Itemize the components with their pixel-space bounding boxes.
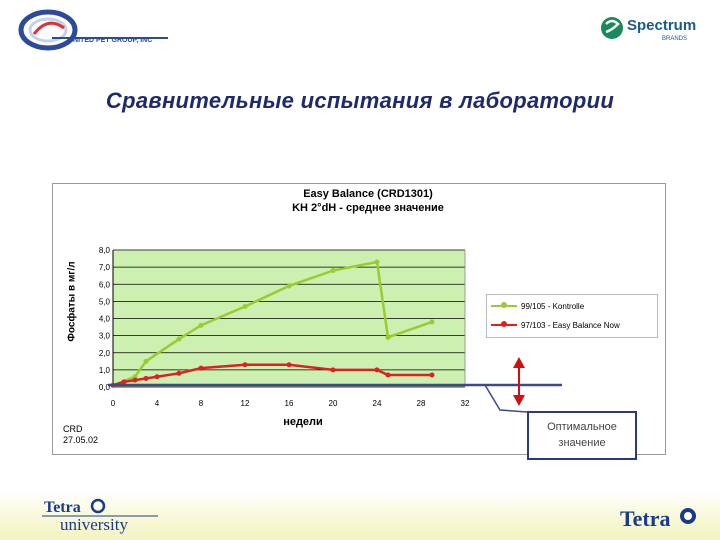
x-tick-label: 28: [417, 399, 426, 408]
data-point-0: [385, 334, 391, 340]
data-point-1: [429, 372, 435, 378]
data-point-0: [242, 304, 248, 310]
data-point-1: [143, 375, 149, 381]
data-point-0: [429, 319, 435, 325]
x-tick-label: 4: [155, 399, 160, 408]
united-pet-group-text: UNITED PET GROUP, INC: [68, 37, 152, 44]
x-tick-label: 20: [329, 399, 338, 408]
data-point-1: [176, 370, 182, 376]
callout-line1: Оптимальное: [547, 421, 617, 433]
y-tick-label: 7,0: [99, 263, 111, 272]
y-tick-label: 3,0: [99, 332, 111, 341]
header-bar: UNITED PET GROUP, INC Spectrum BRANDS: [0, 0, 720, 60]
data-point-1: [154, 374, 160, 380]
chart-frame: Easy Balance (CRD1301) KH 2°dH - среднее…: [52, 183, 666, 455]
united-pet-group-logo: UNITED PET GROUP, INC: [18, 9, 168, 51]
tetra-univ-top: Tetra: [44, 499, 81, 516]
data-point-1: [242, 362, 248, 368]
callout-line2: значение: [558, 437, 606, 449]
tetra-logo-text: Tetra: [620, 506, 671, 531]
chart-title: Easy Balance (CRD1301): [303, 188, 433, 200]
y-tick-label: 4,0: [99, 315, 111, 324]
legend-item-easy-balance: 97/103 - Easy Balance Now: [491, 319, 620, 331]
legend-label-easy-balance: 97/103 - Easy Balance Now: [521, 320, 620, 330]
legend-swatch-easy-balance: [491, 321, 517, 327]
x-tick-label: 0: [111, 399, 116, 408]
data-point-0: [176, 336, 182, 342]
data-point-1: [110, 382, 116, 388]
data-point-1: [198, 365, 204, 371]
data-point-1: [374, 367, 380, 373]
data-point-1: [121, 379, 127, 385]
data-point-0: [132, 374, 138, 380]
crd-line2: 27.05.02: [63, 435, 99, 445]
x-tick-label: 12: [241, 399, 250, 408]
y-tick-label: 1,0: [99, 366, 111, 375]
optimal-value-callout: Оптимальное значение: [527, 411, 637, 460]
y-tick-label: 8,0: [99, 246, 111, 255]
tetra-logo: Tetra: [620, 506, 696, 531]
data-point-0: [286, 283, 292, 289]
line-chart: 0,0 1,0 2,0 3,0 4,0 5,0 6,0 7,0 8,0 0 4 8 12 16 20 24 28…: [99, 246, 470, 408]
x-tick-label: 8: [199, 399, 204, 408]
spectrum-text: Spectrum: [627, 17, 696, 34]
y-tick-label: 0,0: [99, 383, 111, 392]
slide-title: Сравнительные испытания в лаборатории: [105, 88, 615, 113]
legend-item-kontrolle: 99/105 - Kontrolle: [491, 300, 584, 312]
chart-legend: 99/105 - Kontrolle 97/103 - Easy Balance…: [486, 294, 658, 338]
data-point-1: [286, 362, 292, 368]
spectrum-brands-logo: Spectrum BRANDS: [601, 17, 696, 42]
y-tick-label: 6,0: [99, 280, 111, 289]
brands-text: BRANDS: [662, 36, 687, 42]
crd-annotation: CRD 27.05.02: [63, 424, 98, 446]
data-point-0: [198, 322, 204, 328]
tetra-university-logo: Tetra university: [42, 498, 158, 534]
x-tick-label: 32: [461, 399, 470, 408]
data-point-0: [143, 358, 149, 364]
x-tick-label: 16: [285, 399, 294, 408]
data-point-1: [132, 377, 138, 383]
data-point-0: [374, 259, 380, 265]
y-tick-label: 2,0: [99, 349, 111, 358]
data-point-0: [330, 268, 336, 274]
chart-subtitle: KH 2°dH - среднее значение: [292, 202, 444, 214]
data-point-1: [385, 372, 391, 378]
x-axis-label: недели: [283, 416, 323, 428]
data-point-1: [330, 367, 336, 373]
tetra-univ-bottom: university: [60, 515, 128, 534]
x-tick-label: 24: [373, 399, 382, 408]
crd-line1: CRD: [63, 424, 83, 434]
legend-label-kontrolle: 99/105 - Kontrolle: [521, 301, 585, 311]
legend-swatch-kontrolle: [491, 302, 517, 308]
y-tick-label: 5,0: [99, 297, 111, 306]
